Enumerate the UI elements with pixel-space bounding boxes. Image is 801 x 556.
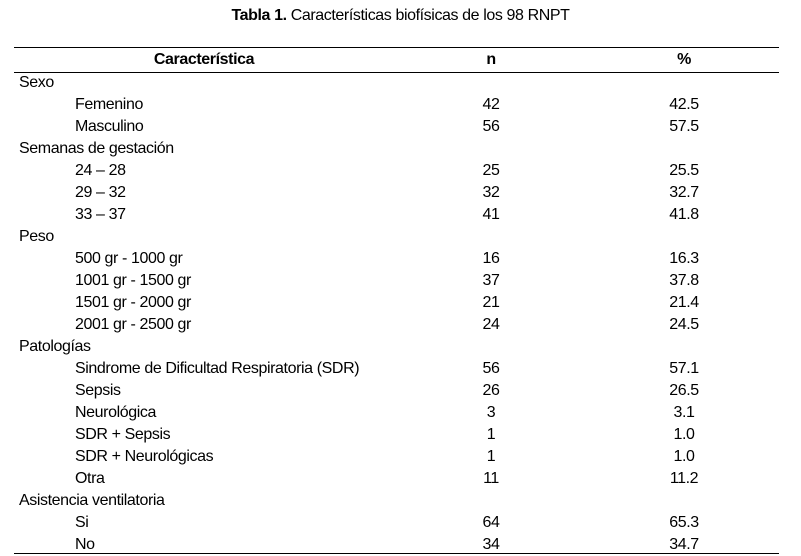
row-n: 3: [486, 404, 496, 421]
row-n: 56: [482, 360, 500, 377]
row-n: 1: [486, 448, 496, 465]
row-label: Sexo: [19, 74, 54, 91]
row-n: 24: [482, 316, 500, 333]
bottom-rule: [14, 553, 779, 554]
row-percent: 1.0: [673, 426, 695, 443]
table-row: 24 – 28 25 25.5: [0, 160, 801, 182]
row-label: Sindrome de Dificultad Respiratoria (SDR…: [75, 360, 360, 377]
row-label: Sepsis: [75, 382, 121, 399]
table-number: Tabla 1.: [231, 7, 287, 24]
header-n: n: [486, 51, 496, 68]
row-n: 11: [483, 470, 499, 487]
row-label: 500 gr - 1000 gr: [75, 250, 183, 267]
row-n: 32: [482, 184, 500, 201]
table-row: Otra 11 11.2: [0, 468, 801, 490]
table-body: Sexo Femenino 42 42.5 Masculino 56 57.5 Semanas…: [0, 72, 801, 556]
row-n: 42: [482, 96, 500, 113]
table-row: 29 – 32 32 32.7: [0, 182, 801, 204]
row-label: Si: [75, 514, 89, 531]
row-label: Neurológica: [75, 404, 156, 421]
row-label: 24 – 28: [75, 162, 126, 179]
row-n: 16: [482, 250, 500, 267]
table-row: No 34 34.7: [0, 534, 801, 556]
row-percent: 37.8: [669, 272, 699, 289]
row-percent: 11.2: [669, 470, 699, 487]
row-percent: 32.7: [669, 184, 699, 201]
table-row: Femenino 42 42.5: [0, 94, 801, 116]
row-label: 1501 gr - 2000 gr: [75, 294, 191, 311]
table-group-row: Sexo: [0, 72, 801, 94]
row-percent: 42.5: [669, 96, 699, 113]
row-label: Patologías: [19, 338, 91, 355]
row-label: Peso: [19, 228, 54, 245]
row-label: Femenino: [75, 96, 143, 113]
table-group-row: Peso: [0, 226, 801, 248]
table-caption: Tabla 1. Características biofísicas de l…: [0, 7, 801, 25]
row-percent: 25.5: [669, 162, 699, 179]
table-row: 2001 gr - 2500 gr 24 24.5: [0, 314, 801, 336]
table-row: 1001 gr - 1500 gr 37 37.8: [0, 270, 801, 292]
table-row: Si 64 65.3: [0, 512, 801, 534]
row-label: Masculino: [75, 118, 144, 135]
row-n: 56: [482, 118, 500, 135]
row-percent: 3.1: [673, 404, 695, 421]
table-row: Sindrome de Dificultad Respiratoria (SDR…: [0, 358, 801, 380]
row-n: 37: [482, 272, 500, 289]
table-group-row: Asistencia ventilatoria: [0, 490, 801, 512]
row-label: Asistencia ventilatoria: [19, 492, 165, 509]
row-percent: 57.5: [669, 118, 699, 135]
header-rule: [14, 72, 779, 73]
table-group-row: Semanas de gestación: [0, 138, 801, 160]
row-label: No: [75, 536, 95, 553]
row-label: Semanas de gestación: [19, 140, 174, 157]
row-label: 33 – 37: [75, 206, 126, 223]
top-rule: [14, 47, 779, 48]
row-percent: 41.8: [669, 206, 699, 223]
row-label: Otra: [75, 470, 105, 487]
row-n: 21: [482, 294, 500, 311]
row-percent: 24.5: [669, 316, 699, 333]
row-label: 29 – 32: [75, 184, 126, 201]
table-row: SDR + Neurológicas 1 1.0: [0, 446, 801, 468]
row-n: 34: [482, 536, 500, 553]
row-percent: 34.7: [669, 536, 699, 553]
row-label: 1001 gr - 1500 gr: [75, 272, 191, 289]
row-percent: 65.3: [669, 514, 699, 531]
row-percent: 57.1: [669, 360, 699, 377]
row-n: 64: [482, 514, 500, 531]
table-row: 33 – 37 41 41.8: [0, 204, 801, 226]
table-row: Masculino 56 57.5: [0, 116, 801, 138]
row-percent: 21.4: [669, 294, 699, 311]
table-row: Sepsis 26 26.5: [0, 380, 801, 402]
row-n: 41: [482, 206, 500, 223]
row-n: 25: [482, 162, 500, 179]
table-row: 500 gr - 1000 gr 16 16.3: [0, 248, 801, 270]
row-label: SDR + Sepsis: [75, 426, 171, 443]
row-percent: 16.3: [669, 250, 699, 267]
row-percent: 1.0: [673, 448, 695, 465]
row-label: SDR + Neurológicas: [75, 448, 214, 465]
header-percent: %: [677, 51, 691, 68]
row-n: 1: [486, 426, 496, 443]
table-row: SDR + Sepsis 1 1.0: [0, 424, 801, 446]
table-row: 1501 gr - 2000 gr 21 21.4: [0, 292, 801, 314]
header-characteristic: Característica: [153, 51, 255, 68]
row-label: 2001 gr - 2500 gr: [75, 316, 191, 333]
table-caption-text: Características biofísicas de los 98 RNP…: [286, 7, 570, 24]
table-row: Neurológica 3 3.1: [0, 402, 801, 424]
row-percent: 26.5: [669, 382, 699, 399]
table-group-row: Patologías: [0, 336, 801, 358]
row-n: 26: [482, 382, 500, 399]
